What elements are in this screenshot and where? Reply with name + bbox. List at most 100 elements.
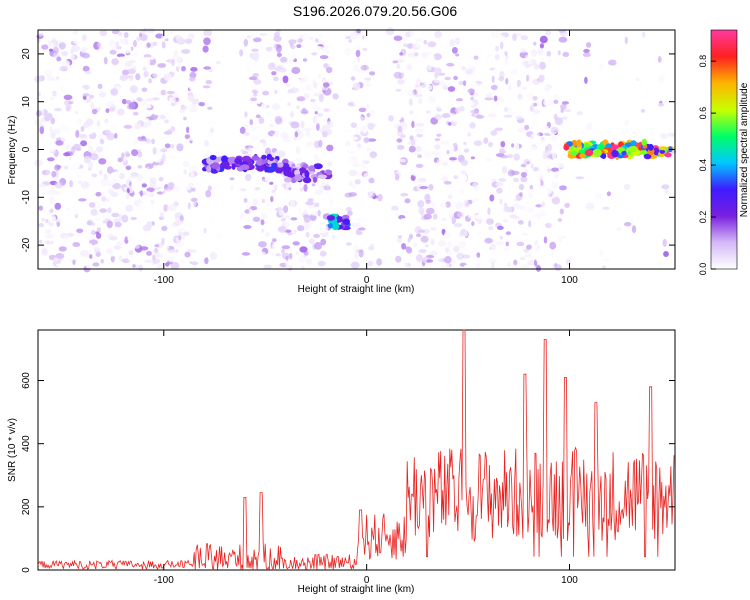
spectrogram-cell	[459, 186, 465, 194]
spectrogram-cell	[438, 232, 443, 238]
spectrogram-cell	[210, 217, 215, 226]
spectrogram-cell	[535, 204, 542, 208]
spectrogram-cell	[178, 108, 186, 114]
spectrogram-cell	[602, 265, 606, 269]
spectrogram-cell	[188, 33, 195, 40]
colorbar-label: Normalized spectral amplitude	[739, 82, 750, 217]
spectrogram-cell	[255, 125, 262, 129]
spectrogram-cell	[176, 241, 185, 248]
spectrogram-cell	[424, 193, 431, 202]
spectrogram-cell	[244, 216, 249, 224]
spectrogram-cell	[141, 87, 148, 92]
spectrogram-cell	[347, 210, 353, 216]
spectrogram-cell	[317, 260, 326, 267]
spectrogram-cell	[188, 126, 196, 134]
spectrogram-cell	[176, 253, 184, 258]
spectrogram-cell	[453, 201, 459, 206]
spectrogram-cell	[344, 118, 350, 124]
spectrogram-cell	[326, 183, 330, 189]
spectrogram-cell	[273, 35, 282, 42]
spectrogram-xlabel: Height of straight line (km)	[298, 284, 415, 295]
spectrogram-cell	[168, 97, 176, 103]
spectrogram-cell	[123, 155, 127, 163]
spectrogram-cell	[131, 53, 139, 57]
spectrogram-cell	[184, 186, 192, 191]
spectrogram-cell	[219, 175, 229, 180]
spectrogram-cell	[203, 37, 211, 46]
spectrogram-cell	[304, 83, 312, 92]
spectrogram-feature-cell	[294, 169, 301, 176]
spectrogram-cell	[75, 129, 80, 138]
spectrogram-cell	[519, 48, 527, 53]
spectrogram-cell	[529, 146, 538, 153]
spectrogram-cell	[218, 181, 223, 190]
spectrogram-cell	[165, 236, 175, 241]
spectrogram-cell	[127, 234, 133, 242]
spectrogram-cell	[478, 83, 486, 88]
spectrogram-cell	[317, 116, 324, 124]
spectrogram-cell	[121, 214, 129, 223]
spectrogram-cell	[439, 80, 446, 88]
spectrogram-cell	[656, 260, 665, 267]
spectrogram-feature-cell	[209, 154, 217, 161]
spectrogram-cell	[126, 75, 134, 79]
spectrogram-cell	[152, 254, 156, 261]
spectrogram-cell	[213, 183, 220, 189]
spectrogram-cell	[282, 93, 289, 98]
spectrogram-cell	[300, 120, 305, 129]
spectrogram-cell	[469, 122, 476, 129]
spectrogram-cell	[448, 195, 452, 199]
spectrogram-cell	[520, 35, 529, 41]
spectrogram-cell	[509, 214, 517, 219]
spectrogram-cell	[538, 247, 543, 255]
spectrogram-cell	[446, 150, 450, 155]
spectrogram-cell	[140, 136, 145, 140]
spectrogram-cell	[289, 252, 293, 260]
spectrogram-cell	[504, 250, 513, 254]
spectrogram-cell	[314, 111, 318, 115]
spectrogram-cell	[514, 236, 522, 241]
spectrogram-cell	[109, 125, 118, 130]
spectrogram-cell	[584, 76, 588, 84]
spectrogram-cell	[534, 63, 540, 70]
spectrogram-cell	[522, 86, 528, 91]
spectrogram-x-ticks: -100 0 100	[154, 30, 578, 286]
spectrogram-cell	[169, 144, 175, 149]
spectrogram-cell	[411, 120, 415, 128]
spectrogram-cell	[503, 114, 513, 118]
y-tick-label: 400	[21, 435, 32, 452]
spectrogram-cell	[305, 201, 315, 206]
spectrogram-cell	[126, 29, 135, 35]
spectrogram-feature-cell	[641, 138, 648, 146]
spectrogram-cell	[559, 185, 567, 191]
spectrogram-cell	[152, 97, 160, 101]
spectrogram-cell	[328, 77, 332, 83]
spectrogram-cell	[136, 36, 141, 42]
spectrogram-cell	[189, 165, 198, 173]
spectrogram-cell	[82, 65, 90, 72]
spectrogram-cell	[498, 97, 505, 103]
spectrogram-cell	[300, 32, 309, 41]
spectrogram-cell	[269, 181, 274, 185]
spectrogram-cell	[352, 101, 360, 106]
spectrogram-cell	[657, 74, 666, 83]
spectrogram-cell	[429, 105, 435, 113]
spectrogram-cell	[561, 116, 568, 120]
spectrogram-cell	[295, 236, 302, 241]
spectrogram-cell	[425, 110, 431, 114]
spectrogram-cell	[166, 185, 173, 191]
spectrogram-cell	[422, 29, 432, 36]
spectrogram-cell	[80, 217, 85, 223]
spectrogram-cell	[531, 118, 539, 127]
colorbar-tick-label: 0.4	[698, 159, 708, 172]
spectrogram-cell	[453, 245, 460, 253]
spectrogram-cell	[308, 238, 315, 245]
spectrogram-cell	[274, 129, 280, 138]
spectrogram-cell	[528, 157, 533, 163]
spectrogram-cell	[39, 126, 45, 135]
spectrogram-feature-cell	[601, 153, 607, 160]
spectrogram-cell	[98, 158, 107, 165]
spectrogram-cell	[354, 252, 359, 260]
spectrogram-cell	[516, 205, 526, 210]
spectrogram-cell	[367, 191, 376, 198]
